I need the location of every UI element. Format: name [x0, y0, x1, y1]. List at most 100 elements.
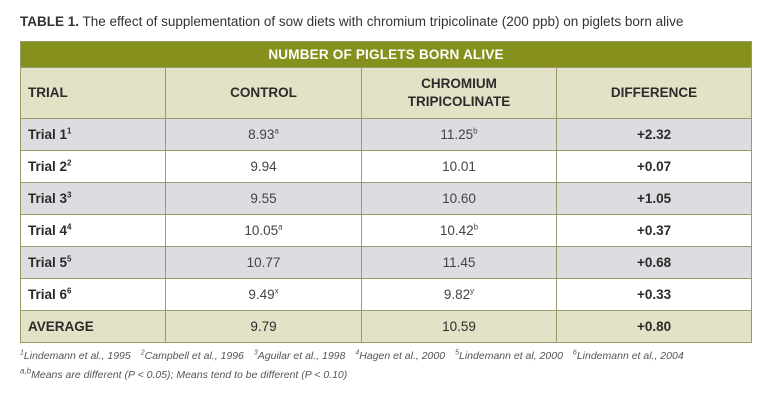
footnote-significance: a,bMeans are different (P < 0.05); Means… — [20, 366, 357, 381]
difference-cell-value: +0.33 — [636, 287, 672, 302]
chromium-cell: 11.45 — [361, 246, 557, 279]
caption-label: TABLE 1. — [20, 14, 80, 29]
reference-item: 3Aguilar et al., 1998 — [253, 349, 346, 363]
control-cell: 9.55 — [165, 182, 362, 215]
reference-number: 4 — [355, 349, 360, 357]
trial-cell-value: Trial 4 — [28, 223, 68, 238]
reference-text: Aguilar et al., 1998 — [257, 350, 346, 362]
control-cell: 9.49x — [165, 278, 362, 311]
significance-text: Means are different (P < 0.05); Means te… — [31, 369, 348, 381]
difference-cell: +0.33 — [555, 278, 753, 311]
trial-cell-value: Trial 2 — [28, 159, 68, 174]
difference-cell-value: +2.32 — [636, 127, 672, 142]
average-row: AVERAGE 9.79 10.59 +0.80 — [20, 310, 753, 343]
reference-number: 2 — [140, 349, 145, 357]
chromium-cell: 10.60 — [361, 182, 557, 215]
control-cell-value: 9.49 — [248, 287, 275, 302]
trial-cell-marker: 3 — [67, 190, 72, 200]
control-cell-value: 8.93 — [248, 127, 275, 142]
control-cell-marker: x — [274, 286, 279, 296]
average-difference: +0.80 — [555, 310, 753, 343]
reference-number: 5 — [455, 349, 459, 357]
chromium-cell-value: 9.82 — [443, 287, 471, 302]
chromium-cell-value: 10.60 — [442, 191, 476, 206]
control-cell-value: 9.55 — [250, 191, 277, 206]
table-title: NUMBER OF PIGLETS BORN ALIVE — [19, 41, 753, 68]
reference-text: Lindemann et al., 2004 — [576, 350, 684, 362]
trial-cell-marker: 6 — [67, 286, 72, 296]
table-row: Trial 44 10.05a 10.42b +0.37 — [20, 214, 753, 247]
difference-cell-value: +1.05 — [636, 191, 672, 206]
reference-number: 6 — [572, 349, 577, 357]
chromium-cell: 9.82y — [361, 278, 557, 311]
trial-cell-marker: 5 — [67, 254, 72, 264]
header-trial: TRIAL — [20, 67, 166, 119]
table-row: Trial 55 10.77 11.45 +0.68 — [20, 246, 753, 279]
reference-number: 1 — [20, 349, 24, 357]
trial-cell-value: Trial 6 — [28, 287, 68, 302]
trial-cell-marker: 2 — [67, 158, 72, 168]
table-row: Trial 11 8.93a 11.25b +2.32 — [20, 118, 753, 151]
chromium-cell-value: 11.25 — [440, 127, 474, 142]
difference-cell: +0.07 — [555, 150, 753, 183]
difference-cell-value: +0.68 — [636, 255, 672, 270]
reference-item: 1Lindemann et al., 1995 — [20, 349, 131, 363]
trial-cell-value: Trial 3 — [28, 191, 68, 206]
table-row: Trial 66 9.49x 9.82y +0.33 — [20, 278, 753, 311]
control-cell-value: 9.94 — [250, 159, 277, 174]
trial-cell: Trial 66 — [20, 278, 166, 311]
reference-text: Hagen et al., 2000 — [359, 350, 446, 362]
reference-text: Lindemann et al, 2000 — [459, 350, 563, 362]
significance-marker: a,b — [20, 366, 32, 376]
trial-cell-marker: 1 — [67, 126, 72, 136]
control-cell-value: 10.77 — [246, 255, 281, 270]
reference-text: Campbell et al., 1996 — [144, 350, 244, 362]
average-chromium: 10.59 — [361, 310, 557, 343]
control-cell: 8.93a — [165, 118, 362, 151]
header-chromium: CHROMIUM TRIPICOLINATE — [361, 67, 557, 119]
difference-cell-value: +0.07 — [636, 159, 672, 174]
table-row: Trial 33 9.55 10.60 +1.05 — [20, 182, 753, 215]
difference-cell: +1.05 — [555, 182, 753, 215]
trial-cell-value: Trial 1 — [28, 127, 68, 142]
trial-cell-value: Trial 5 — [28, 255, 68, 270]
average-control: 9.79 — [165, 310, 362, 343]
difference-cell: +2.32 — [555, 118, 753, 151]
reference-item: 2Campbell et al., 1996 — [140, 349, 244, 363]
chromium-cell-value: 11.45 — [442, 255, 476, 270]
control-cell-marker: a — [274, 126, 279, 136]
trial-cell: Trial 22 — [20, 150, 166, 183]
chromium-cell: 10.01 — [361, 150, 557, 183]
control-cell: 10.05a — [165, 214, 362, 247]
control-cell-marker: a — [278, 222, 283, 232]
reference-item: 5Lindemann et al, 2000 — [455, 349, 563, 363]
chromium-cell-value: 10.01 — [442, 159, 476, 174]
table-row: Trial 22 9.94 10.01 +0.07 — [20, 150, 753, 183]
reference-item: 6Lindemann et al., 2004 — [572, 349, 684, 363]
control-cell-value: 10.05 — [244, 223, 279, 238]
trial-cell: Trial 55 — [20, 246, 166, 279]
caption-text: The effect of supplementation of sow die… — [82, 14, 684, 29]
reference-item: 4Hagen et al., 2000 — [355, 349, 446, 363]
table-caption: TABLE 1. The effect of supplementation o… — [20, 14, 683, 29]
header-difference: DIFFERENCE — [555, 67, 753, 119]
trial-cell: Trial 44 — [20, 214, 166, 247]
trial-cell-marker: 4 — [67, 222, 72, 232]
average-label: AVERAGE — [20, 310, 166, 343]
chromium-cell: 11.25b — [361, 118, 557, 151]
reference-text: Lindemann et al., 1995 — [23, 350, 131, 362]
chromium-cell-marker: b — [473, 126, 478, 136]
trial-cell: Trial 33 — [20, 182, 166, 215]
trial-cell: Trial 11 — [20, 118, 166, 151]
reference-number: 3 — [253, 349, 258, 357]
control-cell: 9.94 — [165, 150, 362, 183]
difference-cell: +0.68 — [555, 246, 753, 279]
difference-cell-value: +0.37 — [636, 223, 672, 238]
difference-cell: +0.37 — [555, 214, 753, 247]
chromium-cell: 10.42b — [361, 214, 557, 247]
chromium-cell-value: 10.42 — [439, 223, 474, 238]
header-control: CONTROL — [165, 67, 362, 119]
footnote-references: 1Lindemann et al., 1995 2Campbell et al.,… — [20, 349, 694, 363]
chromium-cell-marker: b — [473, 222, 479, 232]
control-cell: 10.77 — [165, 246, 362, 279]
